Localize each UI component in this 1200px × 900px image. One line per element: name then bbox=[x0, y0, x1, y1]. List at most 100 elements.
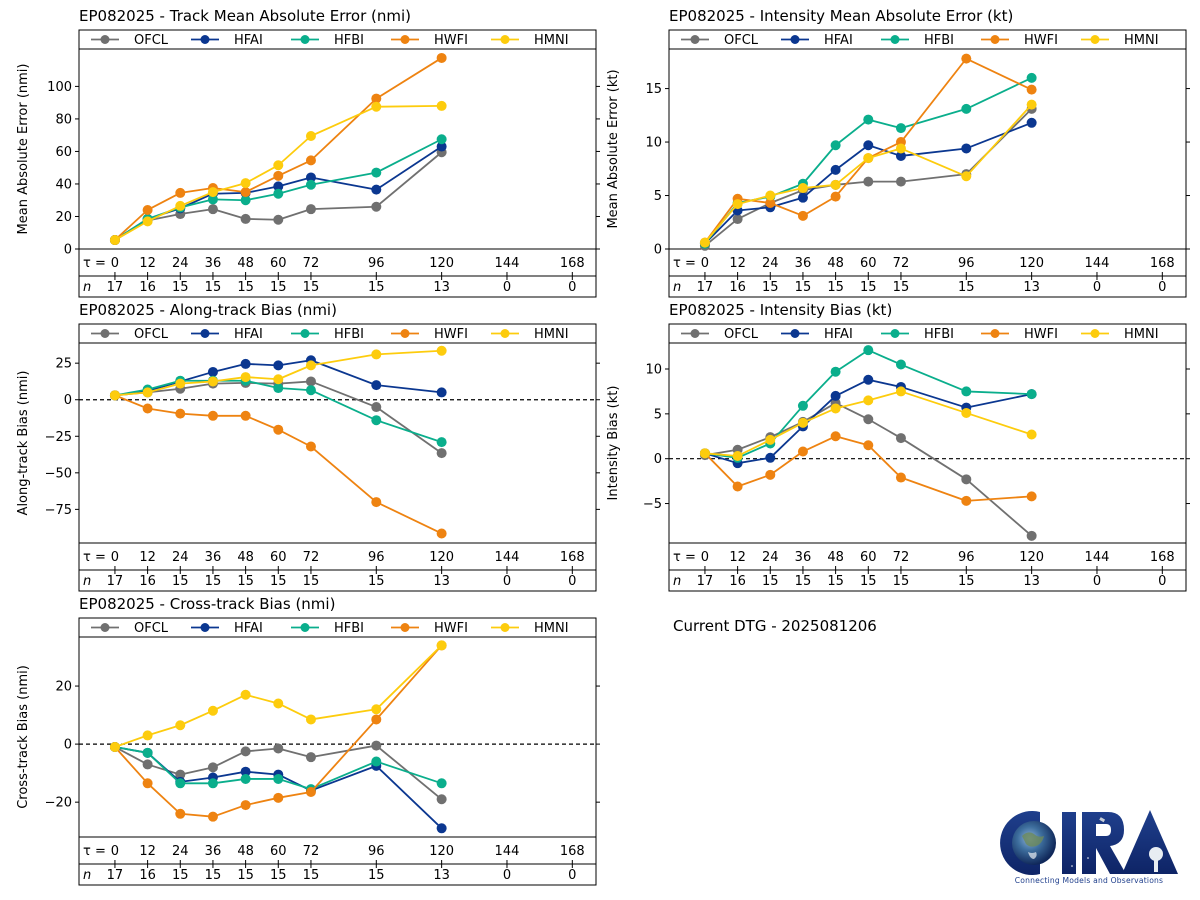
legend-entry-ofcl: OFCL bbox=[91, 33, 169, 48]
data-point bbox=[175, 408, 186, 419]
n-count-label: 0 bbox=[503, 574, 511, 589]
chart-title: EP082025 - Intensity Bias (kt) bbox=[669, 301, 893, 319]
legend-entry-hfbi: HFBI bbox=[291, 33, 364, 48]
data-point bbox=[371, 756, 382, 767]
data-point bbox=[961, 53, 972, 64]
tau-tick-label: 12 bbox=[729, 550, 746, 565]
y-tick-label: 15 bbox=[645, 82, 662, 97]
data-point bbox=[732, 199, 743, 210]
data-point bbox=[863, 374, 874, 385]
chart-svg: 0 20 40 60 80 100 Mean Absolute Error (nmi) τ =… bbox=[16, 29, 600, 298]
n-count-label: 15 bbox=[303, 868, 320, 883]
series-hmni bbox=[109, 640, 447, 753]
chart-title: EP082025 - Track Mean Absolute Error (nm… bbox=[79, 7, 412, 25]
series-hmni bbox=[109, 345, 447, 401]
data-point bbox=[371, 415, 382, 426]
data-point bbox=[830, 191, 841, 202]
data-point bbox=[305, 155, 316, 166]
data-point bbox=[961, 103, 972, 114]
legend-label: HMNI bbox=[534, 327, 569, 342]
tau-tick-label: 48 bbox=[237, 256, 254, 271]
n-count-label: 15 bbox=[237, 868, 254, 883]
legend-marker bbox=[990, 329, 1000, 338]
series-line bbox=[704, 104, 1033, 244]
n-count-label: 15 bbox=[205, 280, 222, 295]
data-point bbox=[732, 451, 743, 462]
chart-title: EP082025 - Along-track Bias (nmi) bbox=[79, 301, 337, 319]
data-point bbox=[1026, 530, 1037, 541]
chart-panel-track-mae: EP082025 - Track Mean Absolute Error (nm… bbox=[0, 0, 600, 300]
series-ofcl bbox=[699, 103, 1037, 251]
legend-marker bbox=[400, 35, 410, 44]
data-point bbox=[436, 100, 447, 111]
data-point bbox=[273, 374, 284, 385]
legend-entry-hmni: HMNI bbox=[1081, 33, 1159, 48]
y-axis-label: Intensity Bias (kt) bbox=[606, 386, 621, 501]
legend-marker bbox=[500, 35, 510, 44]
data-point bbox=[863, 395, 874, 406]
n-count-label: 15 bbox=[172, 574, 189, 589]
data-point bbox=[142, 403, 153, 414]
data-point bbox=[436, 141, 447, 152]
legend-marker bbox=[300, 623, 310, 632]
n-count-label: 0 bbox=[503, 280, 511, 295]
data-point bbox=[305, 360, 316, 371]
n-row-label: n bbox=[83, 868, 91, 883]
tau-tick-label: 72 bbox=[893, 256, 910, 271]
tau-tick-label: 12 bbox=[139, 256, 156, 271]
tau-tick-label: 168 bbox=[560, 844, 585, 859]
legend-marker bbox=[200, 329, 210, 338]
tau-tick-label: 168 bbox=[1150, 550, 1175, 565]
y-tick-label: −20 bbox=[45, 796, 72, 811]
tau-tick-label: 120 bbox=[429, 550, 454, 565]
tau-tick-label: 12 bbox=[139, 844, 156, 859]
data-point bbox=[273, 160, 284, 171]
axes-frame bbox=[668, 323, 1187, 592]
data-point bbox=[732, 481, 743, 492]
legend-entry-ofcl: OFCL bbox=[91, 327, 169, 342]
chart-panel-along-track-bias: EP082025 - Along-track Bias (nmi) −75 −50… bbox=[0, 294, 600, 594]
legend-label: OFCL bbox=[724, 33, 759, 48]
legend-label: HFAI bbox=[824, 33, 853, 48]
series-hmni bbox=[109, 100, 447, 246]
data-point bbox=[142, 387, 153, 398]
data-point bbox=[797, 446, 808, 457]
data-point bbox=[371, 402, 382, 413]
n-count-label: 15 bbox=[860, 280, 877, 295]
legend-label: HWFI bbox=[434, 621, 468, 636]
data-point bbox=[863, 414, 874, 425]
data-point bbox=[273, 698, 284, 709]
legend-marker bbox=[100, 35, 110, 44]
data-point bbox=[305, 179, 316, 190]
n-count-label: 0 bbox=[1093, 280, 1101, 295]
data-point bbox=[863, 176, 874, 187]
n-count-label: 15 bbox=[205, 574, 222, 589]
legend-entry-hfbi: HFBI bbox=[291, 327, 364, 342]
legend-label: HMNI bbox=[1124, 33, 1159, 48]
tau-tick-label: 60 bbox=[270, 550, 287, 565]
data-point bbox=[765, 452, 776, 463]
y-tick-label: 40 bbox=[55, 177, 72, 192]
chart-svg: −20 0 20 Cross-track Bias (nmi) τ = 0 17 12 16 2… bbox=[16, 617, 600, 886]
data-point bbox=[1026, 429, 1037, 440]
data-point bbox=[207, 204, 218, 215]
legend-marker bbox=[400, 329, 410, 338]
data-point bbox=[961, 495, 972, 506]
data-point bbox=[273, 424, 284, 435]
tau-tick-label: 60 bbox=[860, 256, 877, 271]
data-point bbox=[797, 400, 808, 411]
data-point bbox=[240, 213, 251, 224]
data-point bbox=[797, 210, 808, 221]
legend-marker bbox=[1090, 35, 1100, 44]
y-tick-label: 60 bbox=[55, 145, 72, 160]
n-count-label: 0 bbox=[1093, 574, 1101, 589]
y-tick-label: 5 bbox=[654, 189, 662, 204]
tau-tick-label: 24 bbox=[172, 256, 189, 271]
tau-tick-label: 120 bbox=[1019, 550, 1044, 565]
data-point bbox=[436, 528, 447, 539]
y-tick-label: −25 bbox=[45, 430, 72, 445]
n-count-label: 16 bbox=[139, 574, 156, 589]
n-count-label: 16 bbox=[139, 280, 156, 295]
legend-label: HWFI bbox=[1024, 327, 1058, 342]
data-point bbox=[207, 187, 218, 198]
